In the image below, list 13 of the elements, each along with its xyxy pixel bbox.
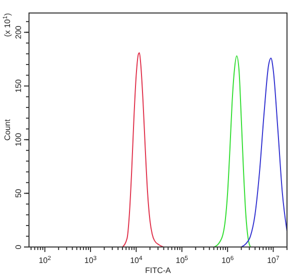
y-tick-label: 200: [14, 25, 23, 39]
y-axis-title: Count: [3, 118, 12, 141]
y-tick-label: 50: [14, 188, 23, 198]
y-tick-label: 0: [14, 244, 23, 250]
x-tick-label: 10$^{3}$: [84, 255, 98, 265]
x-tick-label: 10$^{6}$: [221, 255, 234, 265]
y-tick-label: 150: [14, 78, 23, 93]
x-tick-label: 10$^{4}$: [130, 255, 143, 265]
x-axis-title: FITC-A: [145, 266, 172, 275]
x-tick-label: 10$^{5}$: [176, 255, 189, 265]
y-tick-label: 100: [14, 132, 23, 146]
x-tick-label: 10$^{2}$: [38, 255, 52, 265]
x-tick-label: 10$^{7}$: [267, 255, 280, 265]
